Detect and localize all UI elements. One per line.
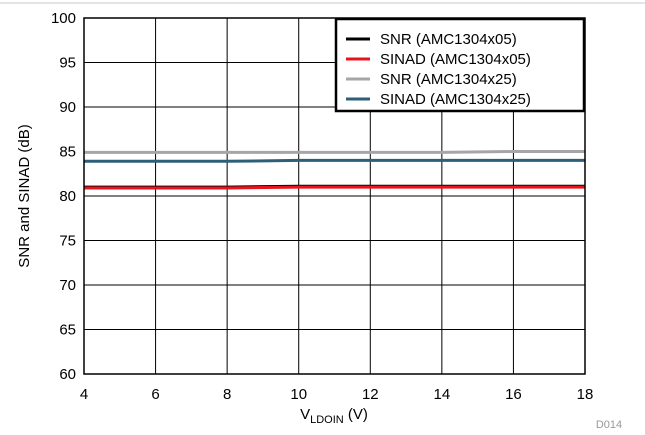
y-tick-label: 65 (59, 322, 76, 339)
x-tick-label: 14 (434, 386, 451, 403)
x-axis-title: VLDOIN (V) (300, 406, 368, 426)
x-tick-label: 18 (577, 386, 594, 403)
legend: SNR (AMC1304x05) SINAD (AMC1304x05) SNR (A… (334, 17, 586, 113)
series-layer (84, 150, 585, 190)
series-line-3 (84, 150, 585, 154)
x-tick-label: 8 (223, 386, 231, 403)
x-axis-title-unit: (V) (344, 406, 368, 423)
figure-id: D014 (596, 419, 622, 431)
x-tick-label: 6 (151, 386, 159, 403)
y-tick-label: 70 (59, 277, 76, 294)
x-axis-title-main: V (300, 406, 310, 423)
y-tick-label: 100 (51, 10, 76, 27)
y-tick-label: 75 (59, 233, 76, 250)
y-axis-title: SNR and SINAD (dB) (16, 124, 33, 267)
y-tick-label: 85 (59, 144, 76, 161)
series-line-4 (84, 158, 585, 163)
legend-label: SINAD (AMC1304x05) (380, 51, 531, 68)
legend-label: SINAD (AMC1304x25) (380, 91, 531, 108)
y-tick-label: 80 (59, 188, 76, 205)
y-tick-label: 60 (59, 366, 76, 383)
y-tick-label: 90 (59, 99, 76, 116)
legend-label: SNR (AMC1304x25) (380, 71, 517, 88)
legend-box (334, 17, 586, 113)
y-tick-label: 95 (59, 55, 76, 72)
tick-labels: 4 6 8 10 12 14 16 18 60 65 70 75 80 85 90 95 100 (51, 10, 593, 403)
legend-label: SNR (AMC1304x05) (380, 31, 517, 48)
x-tick-label: 4 (80, 386, 88, 403)
x-axis-title-subscript: LDOIN (310, 414, 344, 426)
x-tick-label: 16 (505, 386, 522, 403)
series-line-2 (84, 185, 585, 190)
x-tick-label: 12 (362, 386, 379, 403)
plot-frame (83, 17, 586, 375)
x-tick-label: 10 (290, 386, 307, 403)
